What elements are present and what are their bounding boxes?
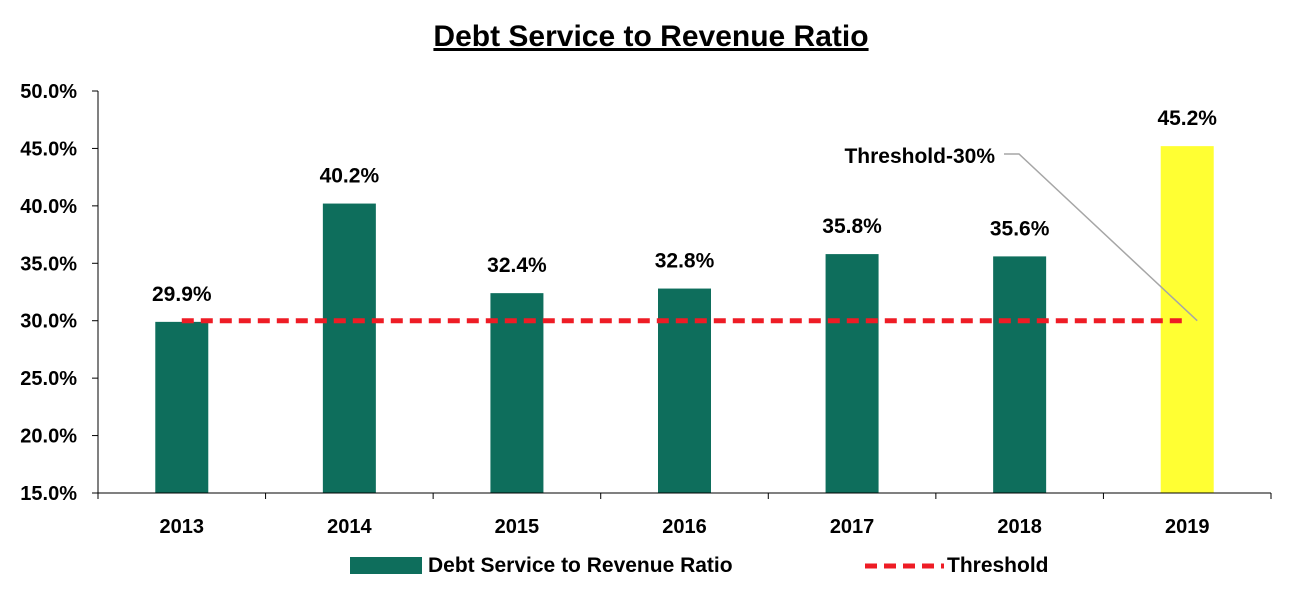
legend-label-threshold: Threshold [947,554,1049,577]
legend-label-bar: Debt Service to Revenue Ratio [428,554,733,577]
data-label-2015: 32.4% [487,254,547,277]
data-label-2014: 40.2% [320,165,380,188]
x-tick-label: 2018 [997,516,1042,538]
data-label-2016: 32.8% [655,250,715,273]
bar-2018 [993,256,1047,493]
y-tick-label: 50.0% [20,81,77,103]
x-tick-label: 2013 [160,516,205,538]
data-label-2013: 29.9% [152,283,212,306]
x-tick-label: 2014 [327,516,372,538]
y-tick-label: 40.0% [20,196,77,218]
bar-2013 [155,321,209,493]
plot-area: 29.9% 40.2% 32.4% 32.8% 35.8% 35.6% 45.2% 15.0%… [20,81,1272,538]
annotation-leader-line [1004,153,1198,322]
x-tick-label: 2015 [495,516,540,538]
data-label-2019: 45.2% [1157,107,1217,130]
bar-2017 [825,254,879,493]
data-label-2017: 35.8% [822,215,882,238]
bar-2014 [322,203,376,493]
bar-2019 [1160,146,1214,494]
y-tick-label: 30.0% [20,311,77,333]
data-label-2018: 35.6% [990,217,1050,240]
y-tick-label: 15.0% [20,483,77,505]
y-tick-label: 35.0% [20,253,77,275]
bar-2015 [490,293,544,493]
x-tick-label: 2017 [830,516,875,538]
y-tick-label: 25.0% [20,368,77,390]
annotation-label: Threshold-30% [844,145,995,168]
y-tick-label: 45.0% [20,138,77,160]
chart-title: Debt Service to Revenue Ratio [433,20,868,53]
legend: Debt Service to Revenue Ratio Threshold [350,554,1049,577]
x-tick-label: 2019 [1165,516,1210,538]
legend-swatch-bar [350,557,422,574]
y-tick-label: 20.0% [20,426,77,448]
x-tick-label: 2016 [662,516,707,538]
